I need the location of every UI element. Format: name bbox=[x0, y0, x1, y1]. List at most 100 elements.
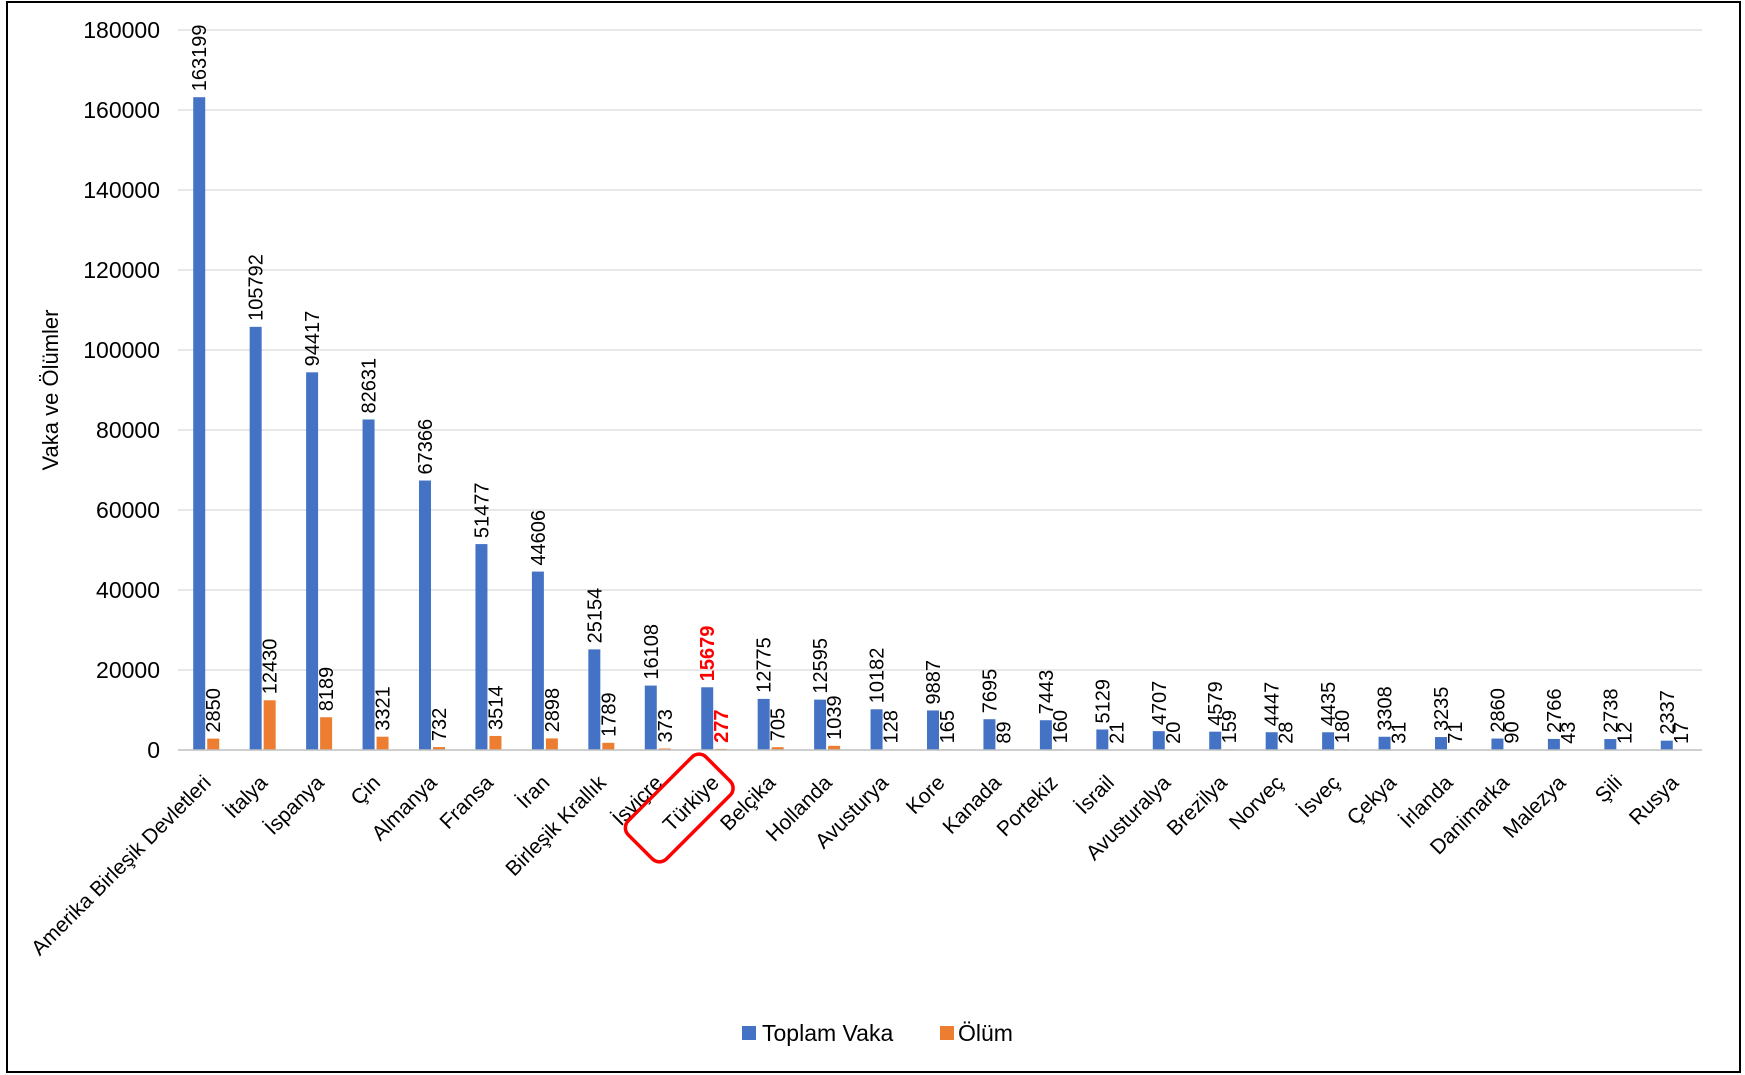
bar-toplam-vaka bbox=[814, 699, 827, 750]
data-label: 2860 bbox=[1487, 688, 1509, 733]
data-label: 20 bbox=[1163, 722, 1185, 744]
data-label: 7443 bbox=[1036, 670, 1058, 715]
data-label: 82631 bbox=[359, 358, 381, 414]
data-label: 12430 bbox=[260, 639, 282, 695]
legend-swatch-olum bbox=[940, 1026, 954, 1040]
data-label: 2337 bbox=[1657, 690, 1679, 735]
data-label: 4579 bbox=[1205, 681, 1227, 726]
data-label: 31 bbox=[1389, 722, 1411, 744]
legend-label-toplam-vaka: Toplam Vaka bbox=[762, 1020, 893, 1046]
bar-olum bbox=[433, 747, 445, 750]
bar-olum bbox=[771, 747, 784, 750]
bar-toplam-vaka bbox=[1435, 737, 1447, 750]
data-label: 2766 bbox=[1544, 688, 1566, 733]
data-label: 43 bbox=[1558, 722, 1580, 744]
data-label: 128 bbox=[881, 710, 903, 743]
bar-olum bbox=[602, 742, 615, 750]
bar-toplam-vaka bbox=[1322, 732, 1335, 750]
bar-toplam-vaka bbox=[927, 710, 939, 750]
data-label: 21 bbox=[1106, 722, 1128, 744]
data-label: 4435 bbox=[1318, 682, 1340, 727]
bar-olum bbox=[263, 700, 276, 750]
data-label: 71 bbox=[1445, 721, 1467, 743]
data-label: 3514 bbox=[485, 685, 507, 730]
bar-toplam-vaka bbox=[1547, 738, 1560, 750]
legend-swatch-toplam-vaka bbox=[742, 1026, 756, 1040]
data-label: 705 bbox=[768, 708, 790, 741]
bar-toplam-vaka bbox=[1265, 732, 1278, 750]
data-label: 51477 bbox=[471, 482, 493, 538]
y-tick-label: 40000 bbox=[96, 577, 160, 603]
data-label: 25154 bbox=[584, 588, 606, 644]
data-label: 165 bbox=[937, 710, 959, 743]
bar-toplam-vaka bbox=[1660, 740, 1673, 750]
data-label: 4707 bbox=[1149, 681, 1171, 726]
data-label: 16108 bbox=[641, 624, 663, 680]
y-axis-title: Vaka ve Ölümler bbox=[38, 310, 63, 471]
data-label: 160 bbox=[1050, 710, 1072, 743]
bar-toplam-vaka bbox=[1096, 729, 1109, 750]
y-tick-label: 140000 bbox=[83, 177, 160, 203]
bar-toplam-vaka bbox=[1152, 731, 1165, 750]
bar-toplam-vaka bbox=[588, 649, 601, 750]
data-label: 8189 bbox=[316, 667, 338, 712]
bar-toplam-vaka bbox=[1209, 731, 1222, 750]
y-tick-label: 180000 bbox=[83, 17, 160, 43]
bar-toplam-vaka bbox=[531, 571, 544, 750]
data-label: 12 bbox=[1614, 722, 1636, 744]
data-label: 7695 bbox=[979, 669, 1001, 714]
data-labels: 163199 2850 105792 12430 94417 8189 82631 3321 6… bbox=[189, 24, 1693, 743]
y-tick-label: 80000 bbox=[96, 417, 160, 443]
bar-toplam-vaka bbox=[644, 685, 657, 750]
data-label: 180 bbox=[1332, 710, 1354, 743]
data-label: 2898 bbox=[542, 688, 564, 733]
data-label: 3235 bbox=[1431, 687, 1453, 732]
data-label: 2738 bbox=[1600, 689, 1622, 734]
data-label: 2850 bbox=[203, 688, 225, 733]
bar-toplam-vaka bbox=[419, 480, 431, 750]
bar-toplam-vaka bbox=[249, 326, 262, 750]
highlight-box bbox=[623, 752, 735, 864]
bar-toplam-vaka bbox=[1039, 720, 1052, 750]
data-label: 3308 bbox=[1375, 686, 1397, 731]
data-label: 15679 bbox=[697, 626, 719, 682]
bar-toplam-vaka bbox=[757, 698, 770, 750]
bar-olum bbox=[489, 735, 502, 750]
y-tick-label: 20000 bbox=[96, 657, 160, 683]
data-label: 90 bbox=[1501, 721, 1523, 743]
data-label: 373 bbox=[655, 709, 677, 742]
bar-toplam-vaka bbox=[1378, 736, 1391, 750]
data-label: 277 bbox=[711, 710, 733, 743]
data-label: 732 bbox=[429, 708, 451, 741]
y-tick-label: 120000 bbox=[83, 257, 160, 283]
data-label: 44606 bbox=[528, 510, 550, 566]
bar-olum bbox=[545, 738, 558, 750]
data-label: 159 bbox=[1219, 710, 1241, 743]
y-tick-label: 160000 bbox=[83, 97, 160, 123]
data-label: 3321 bbox=[373, 686, 395, 731]
legend-label-olum: Ölüm bbox=[958, 1020, 1013, 1046]
data-label: 12595 bbox=[810, 638, 832, 694]
bar-olum bbox=[828, 745, 841, 750]
chart-frame bbox=[6, 1, 1741, 1073]
data-label: 67366 bbox=[415, 419, 437, 475]
bar-toplam-vaka bbox=[701, 687, 714, 750]
bar-toplam-vaka bbox=[193, 97, 206, 751]
bar-toplam-vaka bbox=[1491, 738, 1504, 750]
data-label: 5129 bbox=[1092, 679, 1114, 724]
data-label: 94417 bbox=[302, 311, 324, 367]
data-label: 105792 bbox=[246, 254, 268, 321]
data-label: 4447 bbox=[1262, 682, 1284, 727]
bar-toplam-vaka bbox=[1604, 739, 1617, 750]
bar-toplam-vaka bbox=[475, 544, 488, 750]
data-label: 1789 bbox=[598, 692, 620, 737]
data-label: 89 bbox=[993, 721, 1015, 743]
bars bbox=[193, 97, 1687, 751]
legend: Toplam Vaka Ölüm bbox=[742, 1020, 1013, 1046]
data-label: 10182 bbox=[867, 648, 889, 704]
data-label: 28 bbox=[1276, 722, 1298, 744]
data-label: 163199 bbox=[189, 24, 211, 91]
bar-toplam-vaka bbox=[983, 719, 996, 750]
gridlines bbox=[178, 29, 1702, 671]
